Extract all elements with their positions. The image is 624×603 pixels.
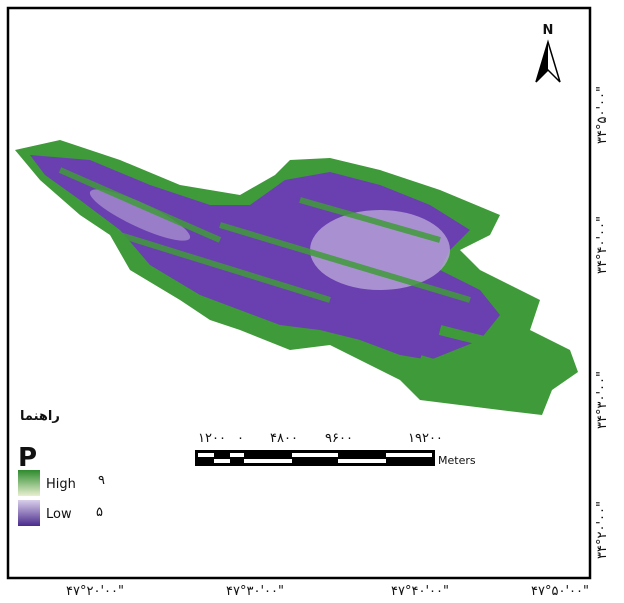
legend-label: Low <box>46 507 72 522</box>
y-coord-label: ۳۴°۲۰'۰۰" <box>595 501 610 559</box>
y-coord-label: ۳۴°۵۰'۰۰" <box>595 86 610 144</box>
scale-bar <box>195 450 435 466</box>
scale-label: ۱۲۰۰ <box>198 431 226 446</box>
legend-swatch-low <box>18 500 40 526</box>
legend-field: P <box>18 443 37 473</box>
y-coord-label: ۳۴°۴۰'۰۰" <box>595 216 610 274</box>
scale-label: ۰ <box>237 431 244 446</box>
x-coord-label: ۴۷°۵۰'۰۰" <box>531 584 589 599</box>
x-coord-label: ۴۷°۳۰'۰۰" <box>226 584 284 599</box>
legend-value: ۵ <box>96 505 103 520</box>
x-coord-label: ۴۷°۴۰'۰۰" <box>391 584 449 599</box>
north-label: N <box>543 23 554 38</box>
legend-value: ۹ <box>98 473 105 488</box>
scale-label: ۹۶۰۰ <box>325 431 353 446</box>
y-coord-label: ۳۴°۳۰'۰۰" <box>595 371 610 429</box>
legend-title: راهنما <box>20 409 60 424</box>
legend-label: High <box>46 477 76 492</box>
scale-unit: Meters <box>438 454 476 467</box>
scale-label: ۱۹۲۰۰ <box>408 431 443 446</box>
legend-swatch-high <box>18 470 40 496</box>
scale-label: ۴۸۰۰ <box>270 431 298 446</box>
x-coord-label: ۴۷°۲۰'۰۰" <box>66 584 124 599</box>
map-figure: N راهنما P High ۹ Low ۵ ۱۲۰۰ ۰ ۴۸۰۰ ۹۶۰۰… <box>0 0 624 603</box>
